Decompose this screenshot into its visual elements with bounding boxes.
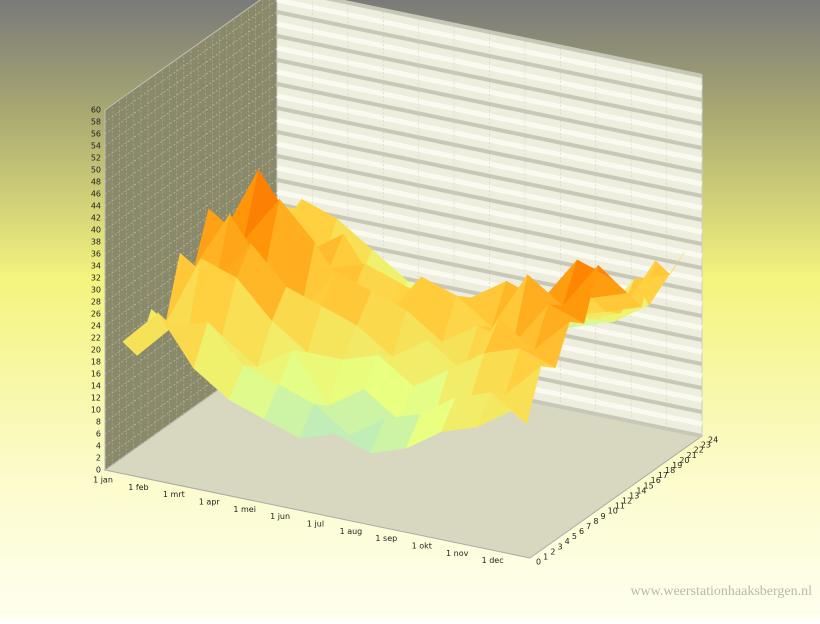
x-tick-label: 1 jul (307, 520, 324, 529)
x-tick-label: 1 dec (482, 556, 504, 565)
z-tick-label: 18 (91, 358, 101, 367)
hour-tick-label: 5 (572, 532, 577, 541)
z-tick-label: 10 (91, 406, 101, 415)
z-tick-label: 40 (91, 226, 101, 235)
hour-tick-label: 20 (679, 456, 689, 465)
z-tick-label: 36 (91, 250, 101, 259)
z-tick-label: 12 (91, 394, 101, 403)
z-tick-label: 26 (91, 310, 101, 319)
z-tick-label: 2 (96, 454, 101, 463)
z-tick-label: 34 (91, 262, 101, 271)
x-tick-label: 1 mrt (163, 490, 185, 499)
x-tick-label: 1 apr (199, 498, 221, 507)
z-tick-label: 6 (96, 430, 101, 439)
grid-line (325, 0, 703, 78)
z-tick-label: 14 (91, 382, 101, 391)
hour-tick-label: 1 (543, 552, 548, 561)
hour-tick-label: 2 (550, 547, 555, 556)
hour-tick-label: 18 (665, 466, 675, 475)
hour-tick-label: 23 (701, 441, 711, 450)
z-tick-label: 38 (91, 238, 101, 247)
hour-tick-label: 16 (651, 476, 661, 485)
x-tick-label: 1 jun (270, 512, 290, 521)
z-tick-label: 24 (91, 322, 101, 331)
z-tick-label: 4 (96, 442, 101, 451)
x-tick-label: 1 feb (128, 483, 148, 492)
z-tick-label: 30 (91, 286, 101, 295)
z-tick-label: 56 (91, 130, 101, 139)
hour-tick-label: 24 (708, 436, 718, 445)
x-tick-label: 1 okt (412, 542, 432, 551)
hour-tick-label: 0 (536, 558, 541, 567)
z-tick-label: 46 (91, 190, 101, 199)
hour-tick-label: 22 (694, 446, 704, 455)
hour-tick-label: 13 (629, 491, 639, 500)
z-tick-label: 32 (91, 274, 101, 283)
hour-tick-label: 8 (593, 517, 598, 526)
z-tick-label: 0 (96, 466, 101, 475)
hour-tick-label: 21 (687, 451, 697, 460)
hour-tick-label: 17 (658, 471, 668, 480)
x-tick-label: 1 sep (375, 534, 397, 543)
z-tick-label: 60 (91, 106, 101, 115)
z-tick-label: 52 (91, 154, 101, 163)
x-tick-label: 1 mei (233, 505, 256, 514)
z-tick-label: 48 (91, 178, 101, 187)
z-tick-label: 8 (96, 418, 101, 427)
hour-tick-label: 11 (615, 502, 625, 511)
watermark: www.weerstationhaaksbergen.nl (630, 584, 812, 599)
grid-line (104, 0, 261, 111)
z-tick-label: 42 (91, 214, 101, 223)
hour-tick-label: 14 (636, 486, 646, 495)
hour-tick-label: 10 (608, 507, 618, 516)
z-tick-label: 58 (91, 118, 101, 127)
z-tick-label: 22 (91, 334, 101, 343)
hour-tick-label: 9 (601, 512, 606, 521)
hour-tick-label: 7 (586, 522, 591, 531)
z-tick-label: 54 (91, 142, 101, 151)
surface-cell (476, 392, 527, 428)
z-tick-label: 28 (91, 298, 101, 307)
x-tick-label: 1 jan (93, 476, 113, 485)
hour-tick-label: 3 (558, 542, 563, 551)
x-tick-label: 1 nov (446, 549, 469, 558)
hour-tick-label: 12 (622, 497, 632, 506)
hour-tick-label: 6 (579, 527, 584, 536)
z-tick-label: 20 (91, 346, 101, 355)
hour-tick-label: 4 (565, 537, 570, 546)
hour-tick-label: 15 (644, 481, 654, 490)
x-tick-label: 1 aug (340, 527, 363, 536)
z-tick-label: 44 (91, 202, 101, 211)
z-tick-label: 50 (91, 166, 101, 175)
z-tick-label: 16 (91, 370, 101, 379)
hour-tick-label: 19 (672, 461, 682, 470)
